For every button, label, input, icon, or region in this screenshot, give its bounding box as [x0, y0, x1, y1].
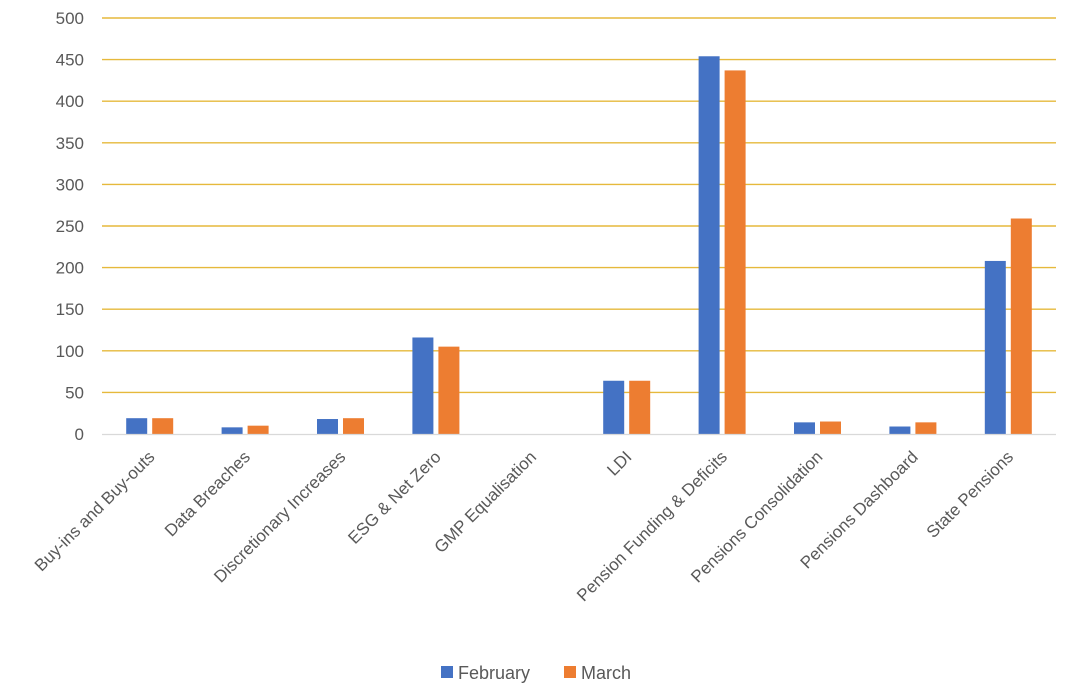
y-tick-label: 200	[56, 259, 84, 278]
bar-march-5	[629, 380, 651, 434]
x-tick-label: Data Breaches	[161, 447, 254, 540]
bar-march-0	[152, 418, 174, 434]
x-tick-label: ESG & Net Zero	[344, 447, 444, 547]
gridlines	[102, 17, 1056, 394]
bar-march-2	[343, 418, 364, 434]
bar-february-9	[984, 260, 1006, 434]
bar-march-7	[820, 421, 841, 434]
y-tick-label: 250	[56, 217, 84, 236]
y-tick-label: 450	[56, 51, 84, 70]
y-tick-label: 300	[56, 175, 84, 194]
legend: February March	[441, 663, 631, 683]
bars	[126, 56, 1032, 434]
legend-label: February	[458, 663, 530, 683]
x-tick-label: GMP Equalisation	[431, 447, 540, 556]
y-tick-label: 0	[75, 425, 84, 444]
x-axis-tick-labels: Buy-ins and Buy-outs Data BreachesDiscret…	[31, 447, 1017, 605]
y-tick-label: 500	[56, 9, 84, 28]
x-tick-label: Buy-ins and Buy-outs	[31, 447, 159, 575]
legend-swatch	[441, 666, 453, 678]
bar-february-6	[698, 56, 720, 434]
bar-march-8	[915, 422, 937, 434]
bar-march-6	[724, 70, 746, 434]
y-tick-label: 50	[65, 383, 84, 402]
bar-february-2	[317, 419, 338, 434]
legend-item-march: March	[564, 663, 631, 683]
y-tick-label: 400	[56, 92, 84, 111]
bar-february-3	[412, 337, 434, 434]
bar-february-0	[126, 418, 148, 434]
bar-february-5	[603, 380, 625, 434]
y-tick-label: 150	[56, 300, 84, 319]
x-tick-label: Pension Funding & Deficits	[573, 447, 731, 605]
x-tick-label: LDI	[603, 447, 635, 479]
bar-february-7	[794, 422, 815, 434]
bar-march-1	[247, 425, 269, 434]
bar-march-3	[438, 346, 460, 434]
bar-march-9	[1010, 218, 1032, 434]
bar-february-8	[889, 426, 911, 434]
legend-label: March	[581, 663, 631, 683]
legend-swatch	[564, 666, 576, 678]
y-tick-label: 100	[56, 342, 84, 361]
legend-item-february: February	[441, 663, 530, 683]
x-tick-label: State Pensions	[923, 447, 1017, 541]
bar-february-1	[221, 427, 243, 434]
y-axis-tick-labels: 0 50 100 150 200 250 300 350 400 450 500	[56, 9, 84, 444]
y-tick-label: 350	[56, 134, 84, 153]
